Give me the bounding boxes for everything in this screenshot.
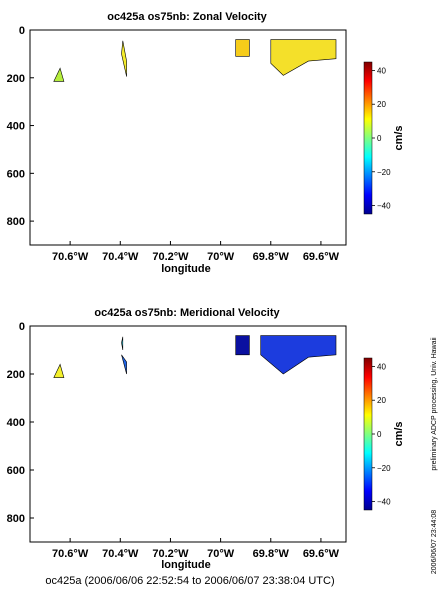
colorbar (363, 61, 373, 215)
x-tick-label: 69.8°W (253, 251, 290, 263)
colorbar (363, 357, 373, 511)
velocity-regions (53, 39, 337, 82)
colorbar-label: cm/s (393, 421, 405, 446)
colorbar-tick-label: 0 (377, 430, 382, 439)
colorbar-tick-label: 20 (377, 396, 386, 405)
colorbar-tick-label: −20 (377, 464, 391, 473)
velocity-region (270, 39, 337, 76)
colorbar-ticks: 40 20 0 −20 −40 (372, 66, 391, 211)
colorbar-tick-label: 0 (377, 134, 382, 143)
colorbar-tick-label: 40 (377, 362, 386, 371)
velocity-region (235, 39, 250, 57)
x-tick-label: 70°W (207, 548, 235, 560)
y-ticks: 0 200 400 600 800 (7, 25, 34, 228)
colorbar-tick-label: −40 (377, 202, 391, 211)
x-axis-label: longitude (161, 263, 211, 275)
velocity-region (53, 67, 65, 82)
velocity-region (235, 335, 250, 356)
velocity-region (260, 335, 337, 375)
time-range-footer: oc425a (2006/06/06 22:52:54 to 2006/06/0… (45, 575, 334, 587)
x-tick-label: 70.6°W (52, 548, 89, 560)
x-tick-label: 70.4°W (102, 251, 139, 263)
colorbar-tick-label: 40 (377, 66, 386, 75)
x-ticks: 70.6°W 70.4°W 70.2°W 70°W 69.8°W 69.6°W (52, 241, 340, 263)
meridional-velocity-panel: oc425a os75nb: Meridional Velocity 70.6°… (7, 307, 405, 571)
colorbar-tick-label: −40 (377, 498, 391, 507)
y-tick-label: 600 (7, 465, 25, 477)
colorbar-tick-label: 20 (377, 100, 386, 109)
colorbar-label: cm/s (393, 125, 405, 150)
y-tick-label: 400 (7, 417, 25, 429)
y-ticks: 0 200 400 600 800 (7, 321, 34, 525)
velocity-regions (53, 335, 337, 378)
axes-frame (29, 29, 347, 246)
y-tick-label: 800 (7, 513, 25, 525)
y-tick-label: 200 (7, 73, 25, 85)
y-tick-label: 400 (7, 121, 25, 133)
velocity-region (121, 40, 127, 77)
x-tick-label: 70.2°W (152, 548, 189, 560)
y-tick-label: 0 (19, 25, 25, 37)
chart-title: oc425a os75nb: Zonal Velocity (107, 11, 267, 23)
velocity-region (121, 354, 127, 375)
velocity-region (53, 363, 65, 378)
y-tick-label: 600 (7, 168, 25, 180)
zonal-velocity-panel: oc425a os75nb: Zonal Velocity 70.6°W 70.4… (7, 11, 405, 275)
chart-title: oc425a os75nb: Meridional Velocity (94, 307, 280, 319)
x-axis-label: longitude (161, 559, 211, 571)
processing-note: preliminary ADCP processing, Univ. Hawai… (431, 337, 438, 471)
axes-frame (29, 325, 347, 543)
colorbar-tick-label: −20 (377, 168, 391, 177)
y-tick-label: 0 (19, 321, 25, 333)
x-tick-label: 69.6°W (303, 251, 340, 263)
x-tick-label: 70.6°W (52, 251, 89, 263)
y-tick-label: 200 (7, 369, 25, 381)
x-ticks: 70.6°W 70.4°W 70.2°W 70°W 69.8°W 69.6°W (52, 538, 340, 560)
x-tick-label: 70°W (207, 251, 235, 263)
x-tick-label: 70.4°W (102, 548, 139, 560)
velocity-region (121, 336, 124, 351)
x-tick-label: 70.2°W (152, 251, 189, 263)
colorbar-ticks: 40 20 0 −20 −40 (372, 362, 391, 507)
x-tick-label: 69.8°W (253, 548, 290, 560)
x-tick-label: 69.6°W (303, 548, 340, 560)
date-stamp: 2006/06/07 23:44:08 (431, 510, 438, 574)
y-tick-label: 800 (7, 216, 25, 228)
